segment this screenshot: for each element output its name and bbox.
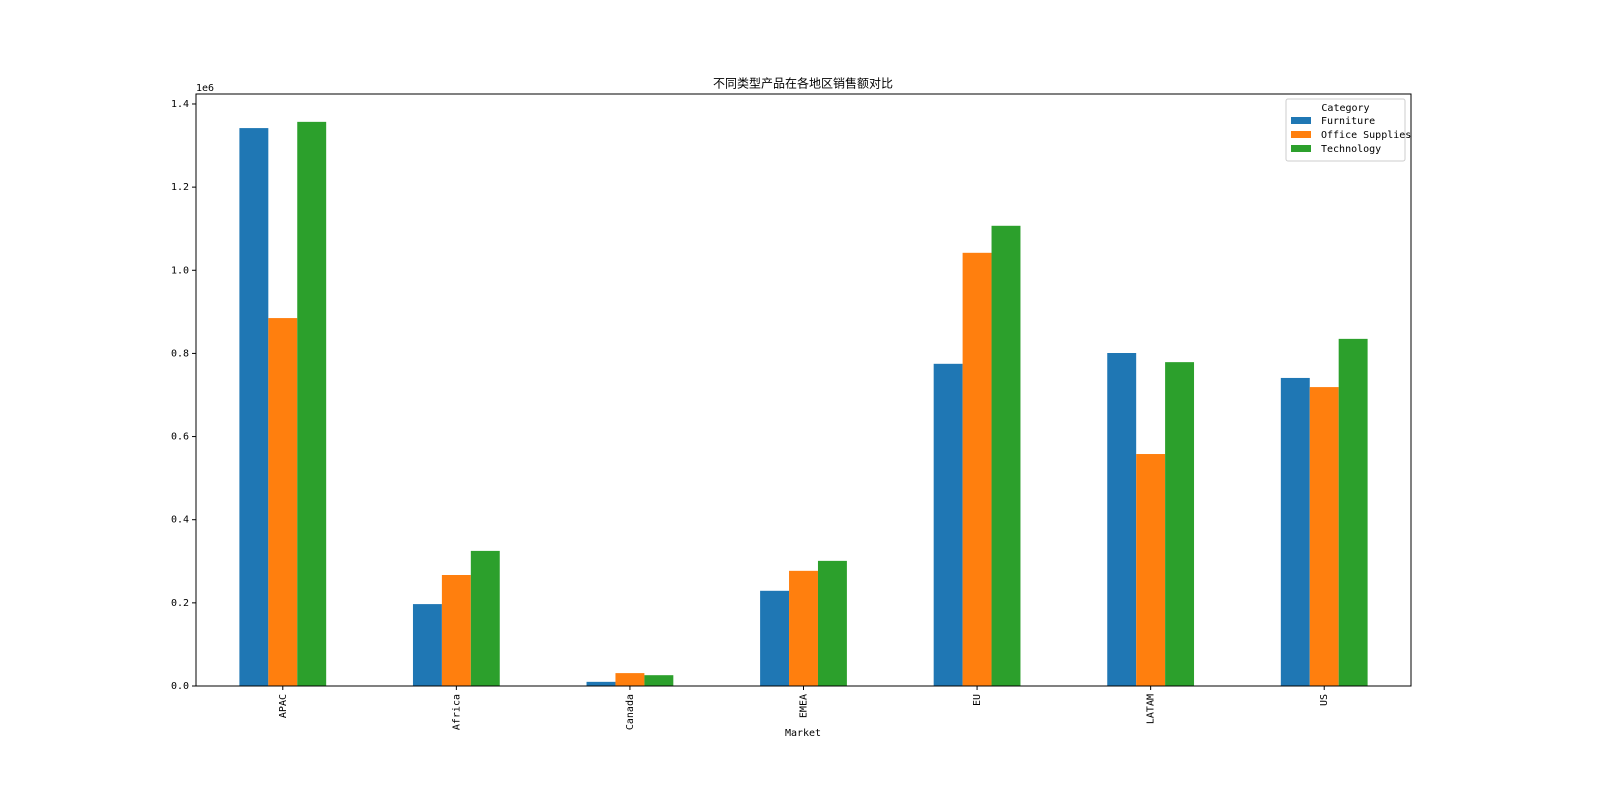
- plot-frame: [195, 93, 1412, 687]
- x-tick-label: LATAM: [1146, 694, 1157, 724]
- y-tick-label: 0.4: [171, 515, 189, 526]
- bar: [1107, 353, 1137, 686]
- y-offset-label: 1e6: [196, 83, 214, 94]
- bar: [1309, 387, 1339, 686]
- bar: [1165, 362, 1195, 686]
- bar: [470, 550, 500, 686]
- y-tick-label: 0.6: [171, 432, 189, 443]
- bar: [817, 560, 847, 686]
- bar: [933, 363, 963, 686]
- x-tick-label: Africa: [451, 694, 462, 730]
- bar: [297, 121, 327, 686]
- legend-label: Technology: [1321, 144, 1381, 155]
- legend-swatch: [1291, 131, 1311, 138]
- legend-box: [1285, 98, 1406, 162]
- bar: [1280, 377, 1310, 686]
- bar: [644, 675, 674, 686]
- x-tick-label: APAC: [278, 694, 289, 718]
- bar: [586, 681, 616, 686]
- bar: [789, 570, 818, 686]
- legend-label: Furniture: [1321, 116, 1375, 127]
- y-tick-label: 1.0: [171, 265, 189, 276]
- y-tick-label: 0.0: [171, 681, 189, 692]
- legend-label: Office Supplies: [1321, 130, 1411, 141]
- x-tick-label: Canada: [625, 694, 636, 730]
- bar: [1338, 338, 1368, 686]
- y-tick-label: 1.4: [171, 99, 189, 110]
- bar: [1136, 454, 1166, 686]
- x-tick-label: EMEA: [799, 694, 810, 718]
- bar: [760, 590, 790, 686]
- legend-swatch: [1291, 145, 1311, 152]
- x-tick-label: US: [1319, 694, 1330, 706]
- x-tick-label: EU: [972, 694, 983, 706]
- x-axis-label: Market: [785, 728, 821, 739]
- bar: [991, 225, 1021, 687]
- bar: [239, 128, 269, 686]
- bar: [615, 673, 645, 686]
- legend-swatch: [1291, 117, 1311, 124]
- y-tick-label: 0.8: [171, 348, 189, 359]
- bar: [962, 252, 992, 686]
- bar: [441, 575, 471, 686]
- bar: [412, 604, 442, 686]
- y-tick-label: 1.2: [171, 182, 189, 193]
- chart-title: 不同类型产品在各地区销售额对比: [713, 76, 893, 91]
- y-tick-label: 0.2: [171, 598, 189, 609]
- bar: [268, 318, 298, 686]
- legend-title: Category: [1321, 103, 1369, 114]
